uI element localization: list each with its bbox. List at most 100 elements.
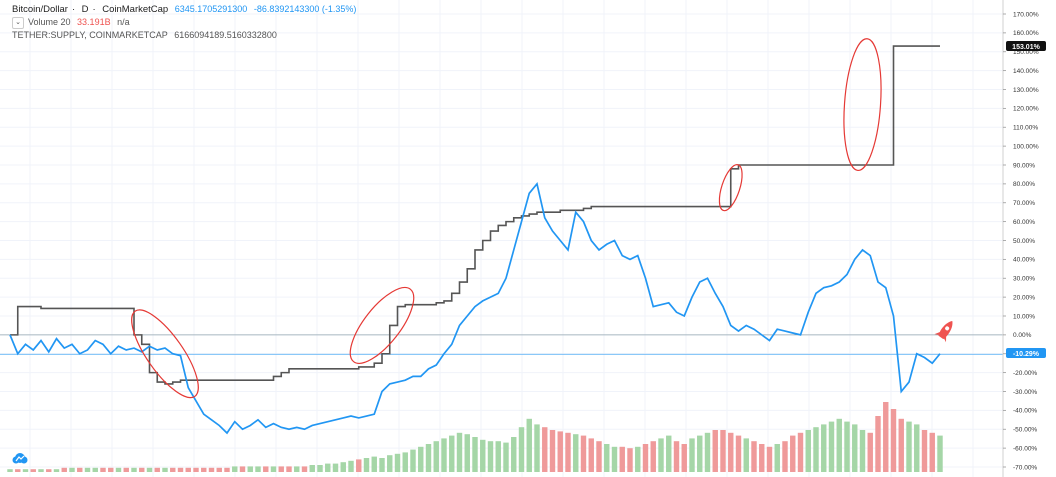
volume-label: Volume 20: [28, 17, 71, 27]
volume-bar: [619, 446, 625, 472]
annotation-ellipses: [131, 38, 882, 399]
volume-bar: [170, 467, 176, 472]
volume-bar: [154, 467, 160, 472]
chevron-down-icon[interactable]: ⌄: [12, 16, 24, 29]
volume-bar: [929, 432, 935, 472]
volume-bar: [836, 418, 842, 472]
y-tick-label: -40.00%: [1013, 408, 1037, 415]
volume-bar: [108, 467, 114, 472]
volume-bar: [294, 466, 300, 472]
y-tick-label: 140.00%: [1013, 68, 1039, 75]
volume-bar: [557, 431, 563, 472]
volume-bar: [15, 469, 21, 472]
y-tick-label: 20.00%: [1013, 294, 1035, 301]
y-tick-label: 60.00%: [1013, 219, 1035, 226]
volume-bar: [115, 467, 122, 472]
volume-bar: [363, 458, 370, 472]
volume-bar: [697, 435, 703, 472]
volume-bar: [340, 462, 346, 472]
btc-last-badge: -10.29%: [1013, 351, 1040, 358]
volume-bar: [844, 421, 850, 472]
volume-bar: [201, 467, 207, 472]
rocket-icon: [934, 320, 953, 343]
symbol-name[interactable]: Bitcoin/Dollar: [12, 4, 68, 15]
volume-bar: [84, 467, 91, 472]
volume-bar: [635, 446, 641, 472]
volume-bar: [759, 444, 765, 472]
main-series-legend[interactable]: Bitcoin/Dollar · D · CoinMarketCap 6345.17…: [12, 4, 357, 15]
volume-bar: [914, 424, 920, 472]
volume-bar: [503, 442, 509, 472]
tether-last-badge: 153.01%: [1012, 44, 1040, 51]
volume-bar: [906, 421, 912, 472]
volume-bar: [937, 435, 943, 472]
volume-bar: [790, 435, 796, 472]
volume-bar: [743, 438, 749, 472]
volume-na: n/a: [117, 17, 130, 27]
volume-bar: [77, 467, 83, 472]
volume-bar: [751, 441, 757, 472]
volume-bar: [387, 455, 393, 472]
annotation-ellipse: [131, 309, 199, 399]
last-price: 6345.1705291300: [174, 4, 248, 14]
volume-bar: [30, 469, 36, 472]
y-tick-label: 10.00%: [1013, 313, 1035, 320]
price-axis[interactable]: 170.00% 160.00% 150.00% 140.00% 130.00% 120.0…: [1003, 11, 1039, 471]
volume-bar: [565, 432, 571, 472]
y-tick-label: 30.00%: [1013, 276, 1035, 283]
volume-bar: [480, 439, 486, 472]
volume-bar: [239, 466, 246, 472]
volume-bar: [418, 446, 424, 472]
volume-bar: [402, 452, 408, 472]
volume-bar: [456, 432, 463, 472]
volume-bar: [642, 444, 649, 472]
volume-bar: [425, 444, 432, 472]
y-tick-label: 120.00%: [1013, 106, 1039, 113]
y-tick-label: 80.00%: [1013, 181, 1035, 188]
annotation-ellipse: [349, 286, 415, 364]
volume-bar: [813, 427, 819, 472]
volume-bar: [797, 432, 804, 472]
volume-bar: [232, 466, 238, 472]
volume-bar: [38, 469, 44, 472]
price-change: -86.8392143300 (-1.35%): [253, 4, 357, 14]
y-tick-label: 0.00%: [1013, 332, 1032, 339]
volume-bar: [22, 469, 29, 472]
volume-bar: [379, 458, 385, 472]
volume-bar: [518, 427, 525, 472]
volume-legend[interactable]: ⌄ Volume 20 33.191B n/a: [12, 16, 134, 29]
volume-bar: [464, 434, 470, 472]
volume-value: 33.191B: [77, 17, 111, 27]
volume-bar: [193, 467, 199, 472]
volume-bar: [216, 467, 222, 472]
volume-bar: [487, 441, 494, 472]
volume-bar: [542, 427, 548, 472]
interval[interactable]: D: [81, 4, 89, 15]
volume-bar: [61, 467, 67, 472]
volume-bar: [495, 441, 501, 472]
volume-bar: [805, 430, 811, 472]
volume-bar: [208, 467, 215, 472]
volume-bar: [301, 466, 308, 472]
volume-bar: [898, 418, 904, 472]
volume-bar: [689, 438, 695, 472]
volume-bar: [139, 467, 145, 472]
volume-bar: [348, 460, 354, 472]
volume-bar: [712, 430, 718, 472]
volume-bars: [7, 402, 943, 472]
volume-bar: [596, 441, 602, 472]
volume-bar: [53, 469, 60, 472]
volume-bar: [185, 467, 191, 472]
volume-bar: [611, 446, 618, 472]
volume-bar: [356, 459, 362, 472]
volume-bar: [410, 449, 416, 472]
indicator-legend[interactable]: TETHER:SUPPLY, COINMARKETCAP 6166094189.…: [12, 29, 281, 41]
volume-bar: [100, 467, 106, 472]
tether-last-badge-bg: [1006, 41, 1046, 51]
volume-bar: [371, 456, 377, 472]
volume-bar: [859, 430, 866, 472]
volume-bar: [720, 430, 726, 472]
indicator-name[interactable]: TETHER:SUPPLY, COINMARKETCAP: [12, 30, 168, 40]
volume-bar: [604, 444, 610, 472]
